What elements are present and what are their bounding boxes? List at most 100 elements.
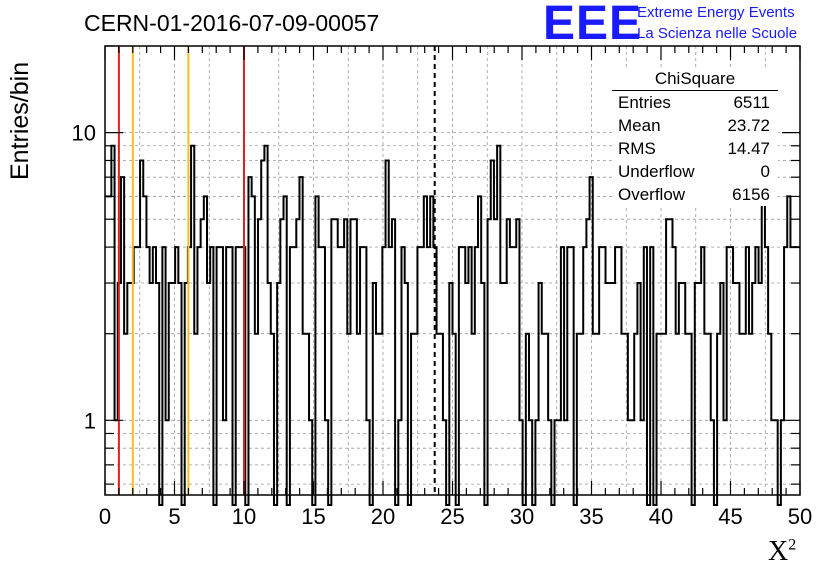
histogram-bin [723, 420, 726, 495]
stats-label: Overflow [618, 185, 686, 204]
histogram-bin [641, 420, 644, 495]
histogram-bin [166, 420, 169, 495]
x-axis-label: X2 [768, 536, 797, 567]
histogram-bin [309, 420, 312, 495]
axis-ticks [104, 45, 801, 495]
histogram-bin [672, 247, 675, 495]
histogram-bin [121, 177, 124, 495]
histogram-bin [405, 283, 408, 495]
histogram-bin [621, 334, 624, 495]
histogram-bin [682, 283, 685, 495]
histogram-bin [736, 283, 739, 495]
x-tick-label: 50 [788, 504, 812, 529]
histogram-bin [481, 283, 484, 495]
histogram-bin [169, 283, 172, 495]
histogram-bin [382, 247, 385, 495]
histogram-bin [500, 283, 503, 495]
histogram-bin [465, 283, 468, 495]
histogram-bin [140, 160, 143, 495]
histogram-bin [774, 420, 777, 495]
histogram-bin [293, 247, 296, 495]
histogram-bin [115, 420, 118, 495]
histogram-bin [606, 283, 609, 495]
chart-title: CERN-01-2016-07-09-00057 [84, 10, 380, 36]
histogram-bin [752, 283, 755, 495]
histogram-bin [743, 334, 746, 495]
histogram-bin [564, 420, 567, 495]
histogram-bin [631, 420, 634, 495]
histogram-bin [252, 196, 255, 495]
histogram-bin [580, 334, 583, 495]
stats-label: Underflow [618, 162, 695, 181]
histogram-bin [172, 283, 175, 495]
histogram-bin [771, 420, 774, 495]
histogram-bin [625, 334, 628, 495]
histogram-bin [628, 420, 631, 495]
histogram-bin [577, 334, 580, 495]
histogram-bin [784, 247, 787, 495]
histogram-bin [542, 334, 545, 495]
histogram-bin [676, 334, 679, 495]
histogram-bin [612, 283, 615, 495]
histogram-bin [178, 283, 181, 495]
grid [105, 45, 800, 495]
histogram-bin [315, 196, 318, 495]
histogram-bin [191, 146, 194, 495]
histogram-bin [392, 219, 395, 495]
histogram-bin [660, 334, 663, 495]
histogram-bin [790, 247, 793, 495]
histogram-bin [280, 219, 283, 495]
histogram-bin [248, 177, 251, 495]
stats-value: 6511 [733, 93, 770, 112]
histogram-bin [290, 247, 293, 495]
histogram-bin [462, 247, 465, 495]
histogram-bin [201, 219, 204, 495]
y-tick-label: 1 [84, 408, 96, 433]
histogram-bin [207, 283, 210, 495]
histogram-bin [567, 247, 570, 495]
histogram-bin [478, 196, 481, 495]
histogram-bin [599, 247, 602, 495]
logo-line-1: Extreme Energy Events [637, 4, 795, 21]
reference-lines [117, 46, 436, 495]
histogram-bin [322, 247, 325, 495]
histogram-bin [657, 334, 660, 495]
histogram-bin [303, 334, 306, 495]
histogram-bin [596, 334, 599, 495]
x-tick-label: 15 [301, 504, 325, 529]
histogram-bin [430, 196, 433, 495]
histogram-bin [331, 219, 334, 495]
histogram-bin [146, 247, 149, 495]
histogram-bin [663, 334, 666, 495]
histogram-bin [609, 283, 612, 495]
histogram-bin [733, 283, 736, 495]
histogram-bin [468, 247, 471, 495]
histogram-bin [354, 219, 357, 495]
x-tick-label: 30 [510, 504, 534, 529]
histogram-bin [593, 334, 596, 495]
histogram-bin [424, 196, 427, 495]
histogram-bin [296, 219, 299, 495]
histogram-bin [701, 247, 704, 495]
histogram-bin [150, 283, 153, 495]
histogram-bin [695, 283, 698, 495]
histogram-bin [755, 247, 758, 495]
logo-line-2: La Scienza nelle Scuole [637, 25, 798, 42]
histogram-bin [319, 247, 322, 495]
histogram-bin [453, 334, 456, 495]
histogram-bin [666, 219, 669, 495]
histogram-bin [306, 334, 309, 495]
histogram-bin [137, 247, 140, 495]
stats-row-mean: Mean 23.72 [612, 114, 778, 137]
histogram-bin [762, 177, 765, 495]
histogram-bin [223, 420, 226, 495]
histogram-bin [615, 247, 618, 495]
stats-box: ChiSquare Entries 6511 Mean 23.72 RMS 14.47… [612, 68, 778, 206]
histogram-bin [504, 283, 507, 495]
histogram-bin [363, 247, 366, 495]
histogram-bin [427, 247, 430, 495]
histogram-bin [153, 247, 156, 495]
histogram-bin [347, 334, 350, 495]
histogram-bin [389, 247, 392, 495]
